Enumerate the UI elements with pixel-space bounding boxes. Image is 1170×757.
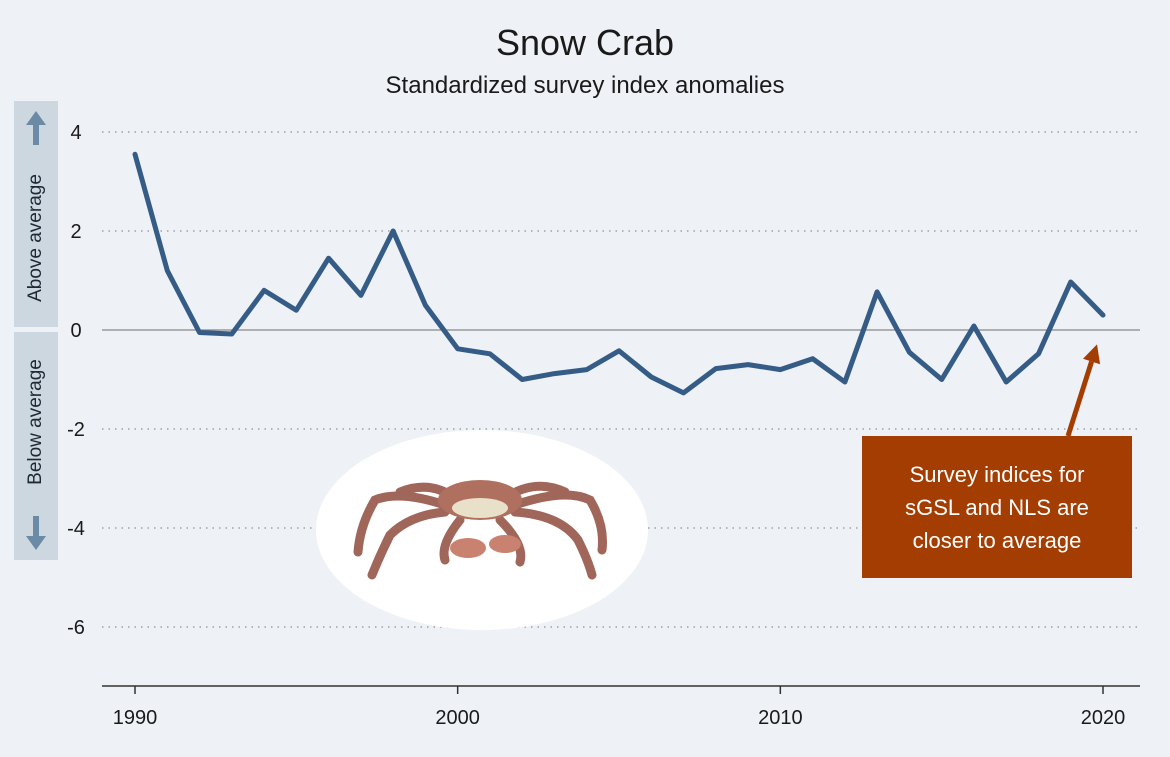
series-line [132, 151, 1106, 396]
annotation-line-1: Survey indices for [909, 461, 1085, 487]
annotation-line-2: sGSL and NLS are [905, 494, 1089, 520]
x-tick-label: 2000 [435, 707, 480, 729]
x-tick-label: 1990 [113, 707, 158, 729]
y-tick-label: 0 [70, 320, 81, 342]
y-tick-label: 2 [70, 221, 81, 243]
x-tick-label: 2020 [1081, 707, 1126, 729]
x-tick-label: 2010 [758, 707, 803, 729]
y-tick-label: 4 [70, 122, 81, 144]
y-tick-label: -4 [67, 518, 85, 540]
chart-title: Snow Crab [495, 22, 675, 63]
annotation-arrow [1065, 360, 1094, 437]
snow-crab-illustration [316, 430, 648, 630]
annotation-arrowhead [1083, 344, 1101, 365]
up-arrow-icon [26, 111, 46, 145]
down-arrow-icon [26, 516, 46, 550]
axes: 4 2 0 -2 -4 -6 1990 2000 2010 2020 [67, 122, 1140, 729]
chart-subtitle: Standardized survey index anomalies [385, 72, 785, 99]
annotation-box: Survey indices for sGSL and NLS are clos… [862, 436, 1132, 578]
annotation-line-3: closer to average [912, 527, 1082, 553]
below-average-panel: Below average [14, 332, 58, 560]
above-average-panel: Above average [14, 101, 58, 327]
y-tick-label: -6 [67, 617, 85, 639]
y-tick-label: -2 [67, 419, 85, 441]
